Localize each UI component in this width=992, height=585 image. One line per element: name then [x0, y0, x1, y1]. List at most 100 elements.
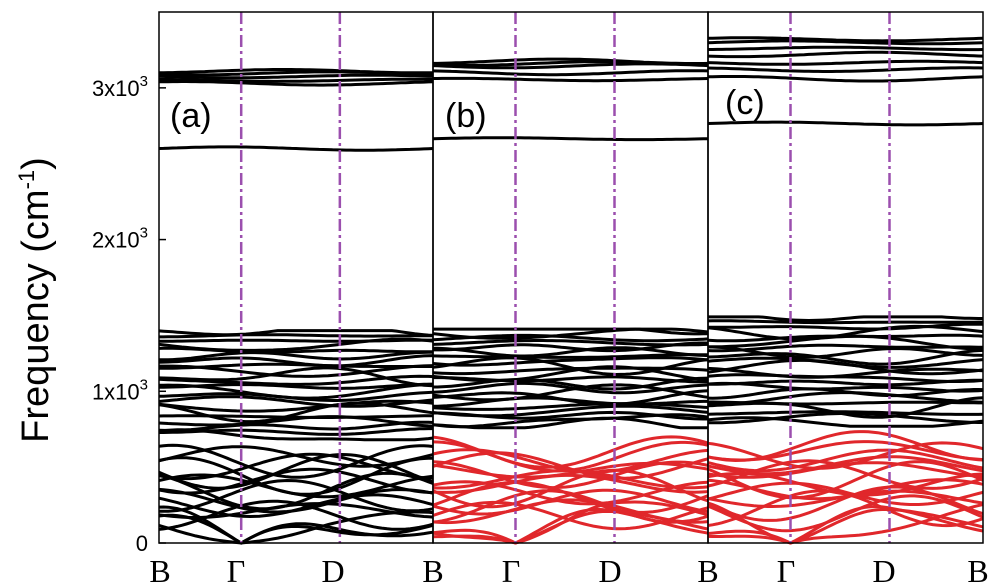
kpoint-label-B-2: B	[422, 553, 443, 585]
panel-label-a: (a)	[170, 97, 212, 135]
y-tick-base: 0	[136, 531, 148, 556]
band-line-high	[708, 45, 984, 52]
band-line-low	[158, 513, 434, 545]
band-line-mid	[707, 348, 984, 366]
band-line-mid	[158, 366, 434, 388]
band-line-low	[707, 505, 984, 545]
band-line-mid	[707, 416, 984, 428]
y-tick-label-0: 0	[136, 531, 148, 556]
y-tick-base: 3x10	[92, 76, 140, 101]
band-line-high	[158, 68, 433, 75]
band-line-low	[432, 468, 709, 509]
plot-layer	[158, 11, 984, 545]
kpoint-label-B-4: B	[967, 553, 988, 585]
band-line-low	[158, 456, 433, 496]
panel-3	[707, 11, 984, 545]
band-line-mid	[707, 345, 984, 359]
band-line-mid	[707, 410, 984, 416]
band-line-low	[158, 505, 434, 545]
band-line-high	[707, 120, 984, 127]
band-line-low	[158, 445, 434, 468]
panel-label-b: (b)	[445, 97, 487, 135]
band-line-mid	[158, 399, 434, 413]
kpoint-label-Gamma-2: Γ	[502, 553, 521, 585]
band-line-mid	[433, 327, 709, 336]
band-line-mid	[707, 322, 983, 331]
band-line-mid	[707, 343, 984, 353]
band-line-high	[707, 50, 984, 59]
band-line-mid	[159, 338, 433, 343]
band-line-high	[707, 75, 984, 83]
band-line-mid	[432, 327, 709, 340]
band-line-mid	[159, 427, 433, 436]
band-line-mid	[159, 350, 433, 362]
band-line-high	[707, 39, 984, 46]
band-line-mid	[432, 339, 709, 347]
panel-label-c: (c)	[725, 84, 765, 122]
band-line-mid	[433, 376, 709, 391]
y-tick-base: 1x10	[92, 379, 140, 404]
band-line-mid	[158, 414, 434, 419]
band-line-mid	[158, 395, 434, 408]
band-line-low	[707, 448, 984, 473]
band-line-mid	[158, 354, 434, 368]
y-axis-label-close: )	[15, 157, 57, 170]
y-axis-label-main: Frequency (cm	[15, 189, 57, 442]
kpoint-label-B-3: B	[697, 553, 718, 585]
band-line-mid	[432, 416, 708, 430]
band-line-high	[158, 73, 434, 80]
band-line-low	[158, 502, 434, 519]
band-line-mid	[707, 334, 984, 351]
y-tick-label-1000: 1x103	[92, 376, 148, 404]
band-line-low	[158, 487, 434, 514]
band-line-high	[432, 136, 709, 142]
band-line-low	[707, 430, 984, 463]
panel-2	[432, 11, 709, 545]
band-line-low	[707, 460, 984, 500]
band-line-mid	[708, 315, 983, 323]
y-tick-label-3000: 3x103	[92, 73, 148, 101]
band-line-low	[707, 494, 984, 533]
band-line-mid	[159, 362, 433, 370]
band-line-mid	[707, 366, 984, 379]
kpoint-label-B-1: B	[149, 553, 170, 585]
band-line-low	[158, 478, 434, 513]
band-line-low	[432, 435, 709, 469]
band-line-low	[432, 498, 709, 525]
band-line-mid	[158, 420, 434, 432]
band-line-mid	[158, 382, 433, 390]
kpoint-label-D-1: D	[321, 553, 344, 585]
band-line-high	[159, 77, 434, 83]
kpoint-label-Gamma-3: Γ	[777, 553, 796, 585]
band-line-high	[433, 57, 709, 65]
y-tick-exponent: 3	[140, 73, 148, 90]
band-line-high	[707, 36, 984, 43]
band-line-mid	[158, 329, 434, 337]
band-line-mid	[432, 389, 709, 406]
band-line-low	[432, 500, 709, 545]
band-line-mid	[432, 346, 709, 358]
y-tick-exponent: 3	[140, 376, 148, 393]
band-line-mid	[432, 404, 709, 418]
band-line-mid	[707, 387, 984, 400]
panel-1	[158, 11, 434, 545]
band-line-low	[432, 461, 709, 479]
band-line-low	[158, 510, 434, 545]
band-line-mid	[707, 319, 983, 325]
band-line-mid	[432, 353, 709, 359]
band-line-mid	[159, 333, 433, 339]
band-line-low	[707, 441, 984, 470]
band-line-low	[432, 473, 709, 494]
band-line-mid	[432, 356, 709, 367]
band-line-mid	[707, 356, 984, 369]
panel-frame	[707, 11, 984, 544]
band-line-low	[158, 467, 434, 495]
y-axis-label-superscript: -1	[14, 170, 39, 190]
band-line-high	[432, 69, 709, 77]
y-axis-label: Frequency (cm-1)	[14, 157, 57, 443]
band-line-high	[433, 76, 709, 83]
kpoint-label-Gamma-1: Γ	[227, 553, 246, 585]
band-line-low	[707, 455, 984, 476]
band-line-mid	[707, 381, 984, 393]
